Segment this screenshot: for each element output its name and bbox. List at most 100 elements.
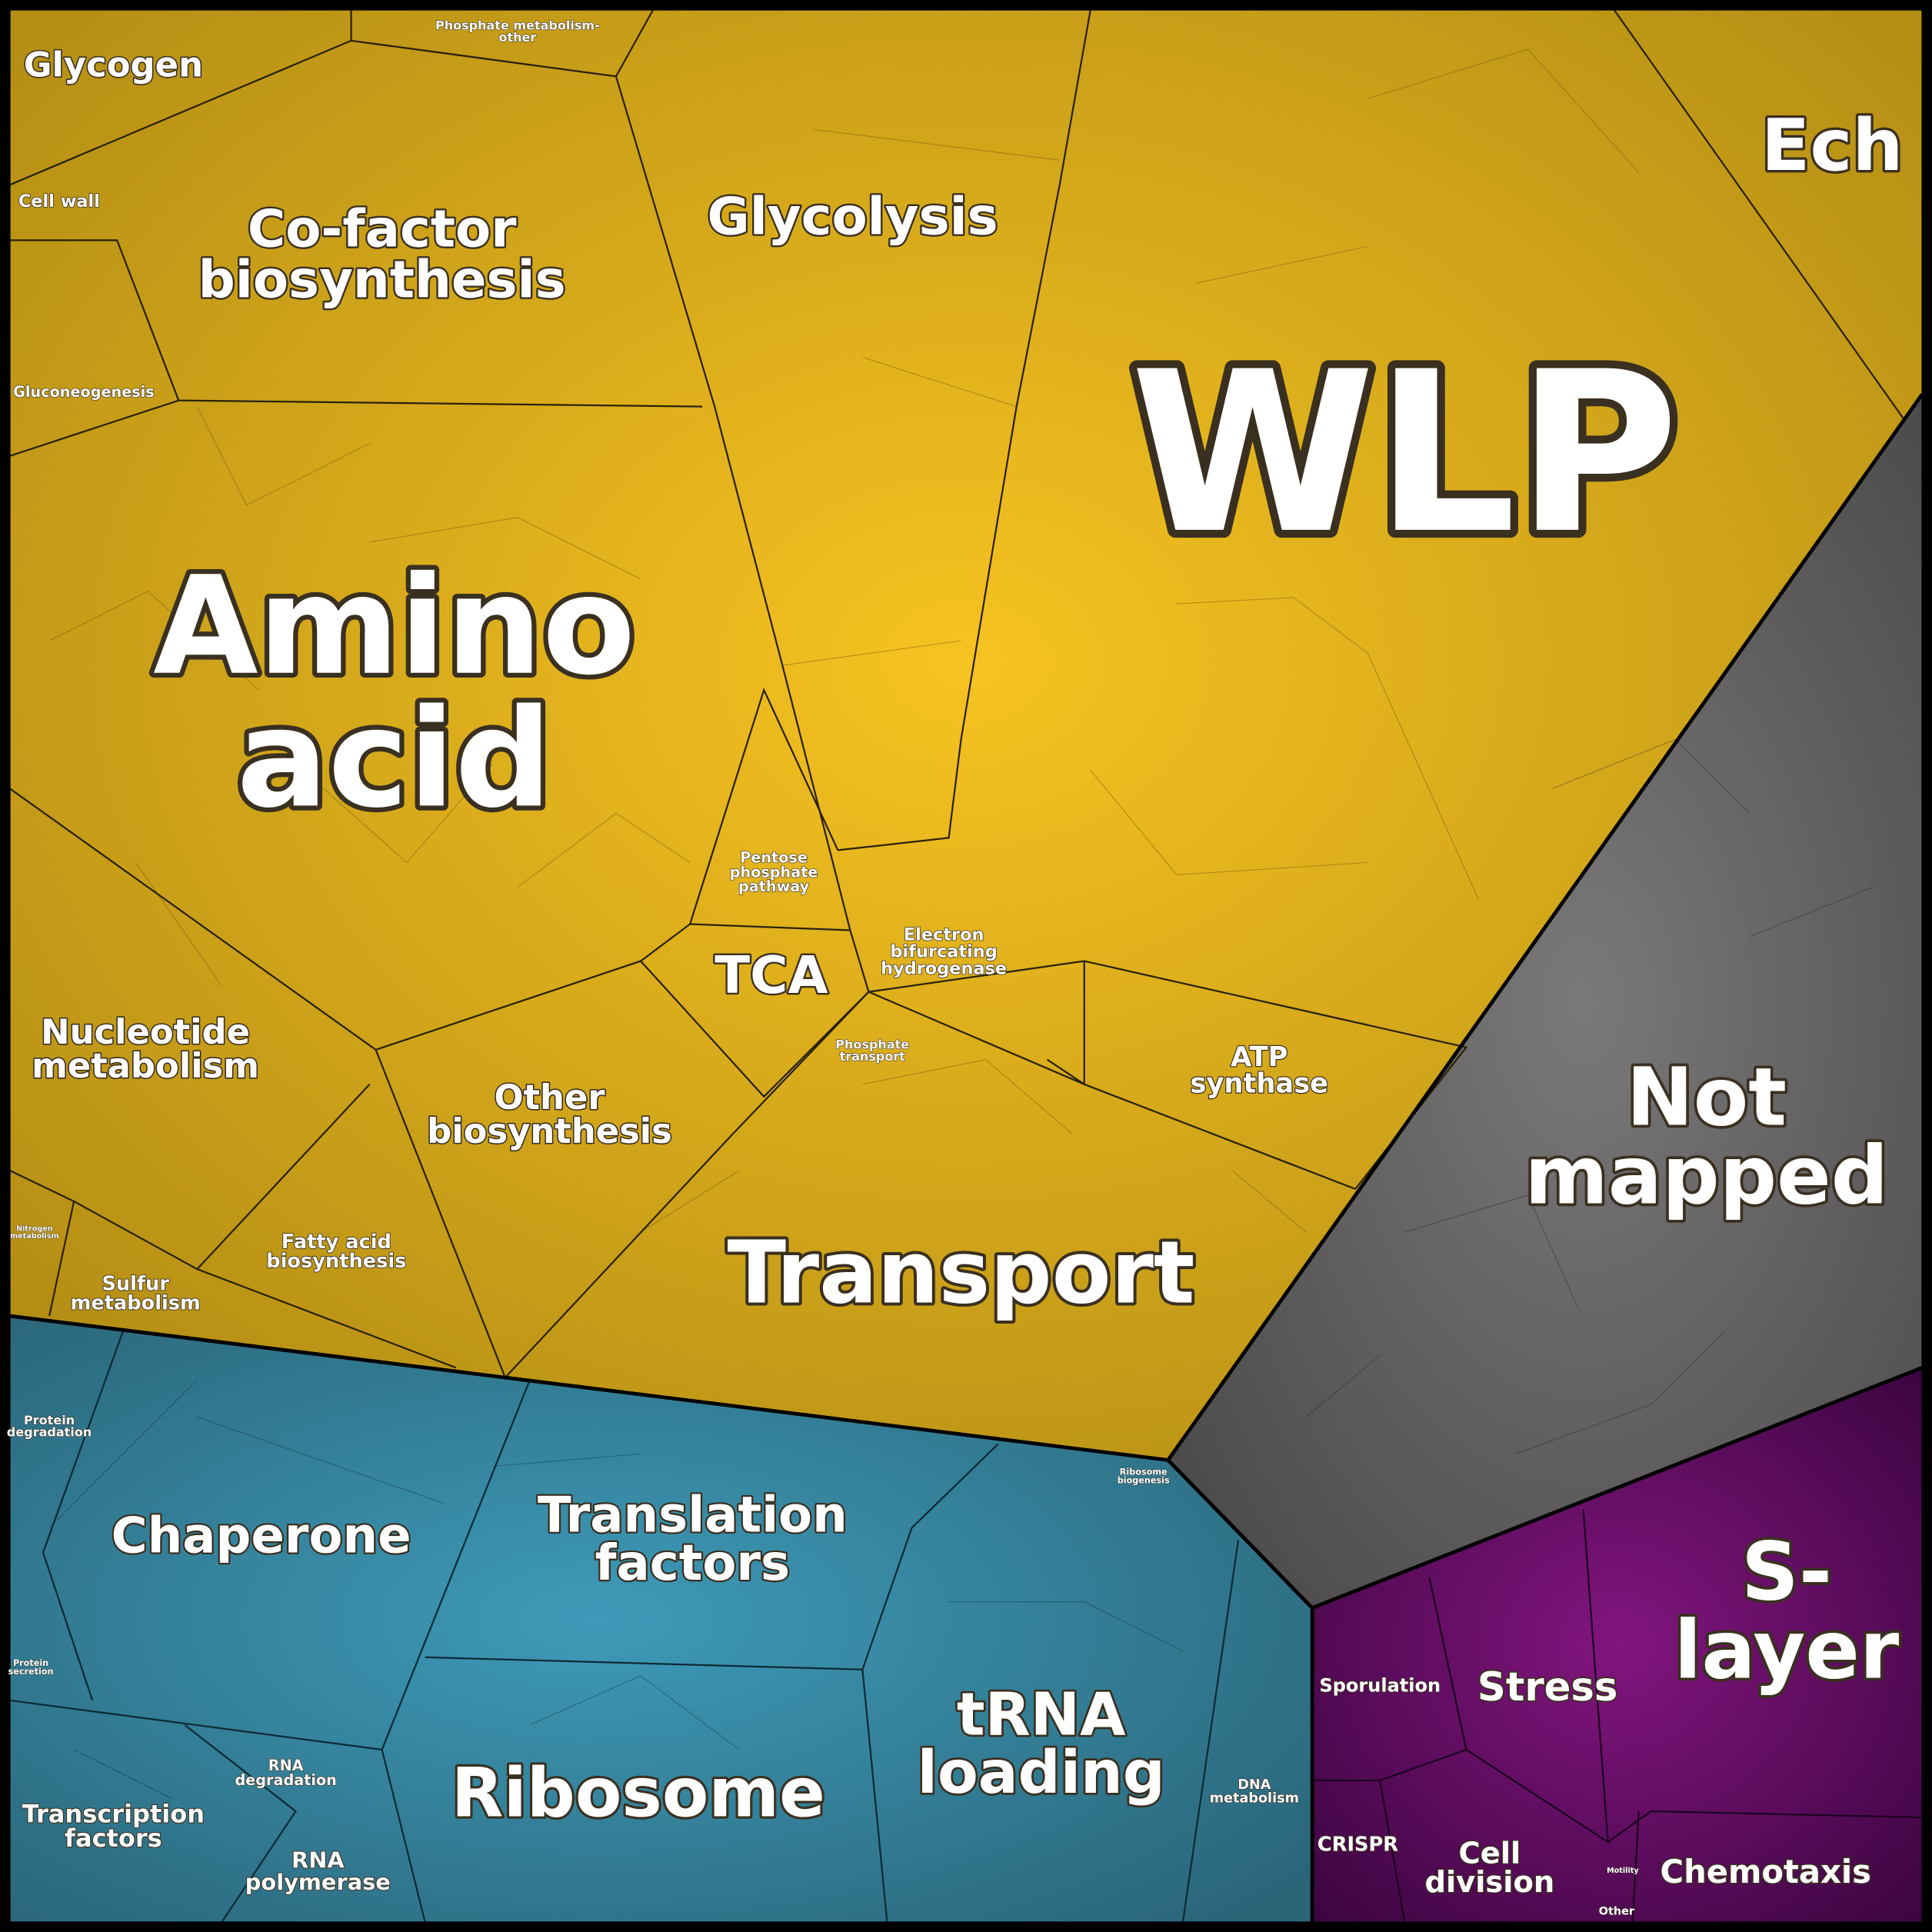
label-line: Electron — [904, 924, 984, 944]
label-line: ATP — [1231, 1041, 1287, 1073]
region-label: CRISPR — [1317, 1833, 1398, 1856]
labels: Glycogen Phosphate metabolism-other Cell w… — [6, 18, 1906, 1918]
label-line: secretion — [8, 1667, 54, 1677]
label-line: metabolism — [10, 1232, 58, 1241]
region-label: Ech — [1761, 104, 1904, 187]
label-line: Motility — [1607, 1867, 1639, 1875]
region-label: Motility — [1607, 1867, 1639, 1875]
label-line: transport — [840, 1049, 906, 1064]
region-label: Sulfur metabolism — [71, 1272, 201, 1314]
label-line: Chaperone — [112, 1508, 411, 1565]
region-label: Pentose phosphate pathway — [730, 848, 818, 895]
label-line: mapped — [1524, 1129, 1888, 1223]
label-line: Glycolysis — [707, 186, 998, 246]
label-line: Phosphate metabolism- — [435, 18, 600, 32]
sub-boundaries — [9, 9, 1923, 1923]
region-label: Glycolysis — [707, 186, 998, 246]
label-line: biosynthesis — [266, 1250, 406, 1273]
region-label: Glycogen — [24, 44, 203, 85]
region-label: S-layer — [1674, 1524, 1900, 1697]
region-label: Cell wall — [18, 192, 100, 212]
label-line: loading — [918, 1739, 1165, 1807]
label-line: Cell — [1459, 1836, 1521, 1870]
label-line: Other — [495, 1077, 605, 1118]
label-line: Ribosome — [1120, 1467, 1168, 1477]
label-line: Not — [1627, 1051, 1787, 1144]
region-label: Sporulation — [1319, 1675, 1441, 1697]
region-label: Chemotaxis — [1661, 1853, 1871, 1890]
label-line: metabolism — [32, 1045, 259, 1086]
label-line: division — [1424, 1865, 1554, 1900]
label-line: Transcription — [22, 1799, 205, 1828]
label-line: WLP — [1131, 325, 1679, 583]
region-label: Not mapped — [1524, 1051, 1888, 1223]
label-line: synthase — [1190, 1068, 1328, 1099]
label-line: bifurcating — [891, 941, 998, 961]
label-line: phosphate — [730, 863, 818, 881]
region-label: RNA polymerase — [245, 1847, 391, 1895]
label-line: Stress — [1477, 1664, 1617, 1710]
label-line: biosynthesis — [198, 249, 566, 309]
label-line: tRNA — [957, 1681, 1126, 1750]
region-label: WLP — [1131, 325, 1679, 583]
label-line: pathway — [738, 878, 810, 895]
region-label: Co-factor biosynthesis — [198, 198, 566, 309]
label-line: Protein — [13, 1658, 48, 1668]
label-line: Other — [1599, 1906, 1635, 1918]
label-line: Protein — [24, 1413, 75, 1427]
region-label: Protein degradation — [7, 1413, 92, 1440]
region-label: Transcription factors — [22, 1799, 205, 1852]
label-line: degradation — [235, 1771, 336, 1789]
region-label: Chaperone — [112, 1508, 411, 1565]
label-line: Gluconeogenesis — [13, 383, 155, 401]
major-boundaries — [4, 4, 1928, 1928]
region-label: Fatty acid biosynthesis — [266, 1231, 406, 1273]
label-line: DNA — [1237, 1777, 1271, 1793]
genetic-info-area — [9, 1315, 1313, 1923]
label-line: factors — [65, 1824, 162, 1853]
region-label: Ribosome — [451, 1753, 825, 1832]
region-label: Cell division — [1424, 1836, 1554, 1900]
region-label: ATP synthase — [1190, 1041, 1328, 1100]
label-line: degradation — [7, 1425, 92, 1440]
label-line: Chemotaxis — [1661, 1853, 1871, 1890]
label-line: acid — [237, 679, 552, 838]
cellular-area — [1312, 1367, 1923, 1923]
region-label: tRNA loading — [918, 1681, 1165, 1807]
label-line: Sulfur — [102, 1272, 169, 1295]
label-line: Amino — [153, 547, 635, 705]
label-line: Nitrogen — [16, 1224, 53, 1233]
not-mapped-area — [1168, 394, 1923, 1608]
label-line: metabolism — [1210, 1790, 1299, 1806]
region-label: Nitrogen metabolism — [10, 1224, 58, 1240]
label-line: Fatty acid — [281, 1231, 391, 1254]
label-line: polymerase — [245, 1869, 391, 1895]
label-line: CRISPR — [1317, 1833, 1398, 1856]
label-line: Transport — [728, 1223, 1195, 1323]
region-label: Phosphate transport — [835, 1037, 909, 1064]
label-line: S- — [1741, 1524, 1832, 1618]
region-label: Transport — [728, 1223, 1195, 1323]
region-label: Phosphate metabolism-other — [435, 18, 600, 45]
label-line: Sporulation — [1319, 1675, 1441, 1697]
region-label: Ribosome biogenesis — [1118, 1467, 1170, 1486]
label-line: Nucleotide — [41, 1011, 250, 1052]
label-line: RNA — [291, 1847, 345, 1874]
region-label: Nucleotide metabolism — [32, 1011, 259, 1086]
cell-texture — [48, 48, 1874, 1800]
region-label: Stress — [1477, 1664, 1617, 1710]
region-label: DNA metabolism — [1210, 1777, 1299, 1806]
region-label: TCA — [715, 945, 828, 1005]
label-line: factors — [595, 1535, 791, 1592]
label-line: Pentose — [740, 848, 808, 866]
region-label: Gluconeogenesis — [13, 383, 155, 401]
label-line: Co-factor — [248, 198, 517, 258]
region-label: Amino acid — [153, 547, 635, 838]
label-line: Translation — [538, 1487, 848, 1544]
label-line: Glycogen — [24, 44, 203, 85]
label-line: Phosphate — [835, 1037, 909, 1051]
label-line: Cell wall — [18, 192, 100, 212]
label-line: RNA — [268, 1757, 304, 1774]
label-line: Ribosome — [451, 1753, 825, 1832]
